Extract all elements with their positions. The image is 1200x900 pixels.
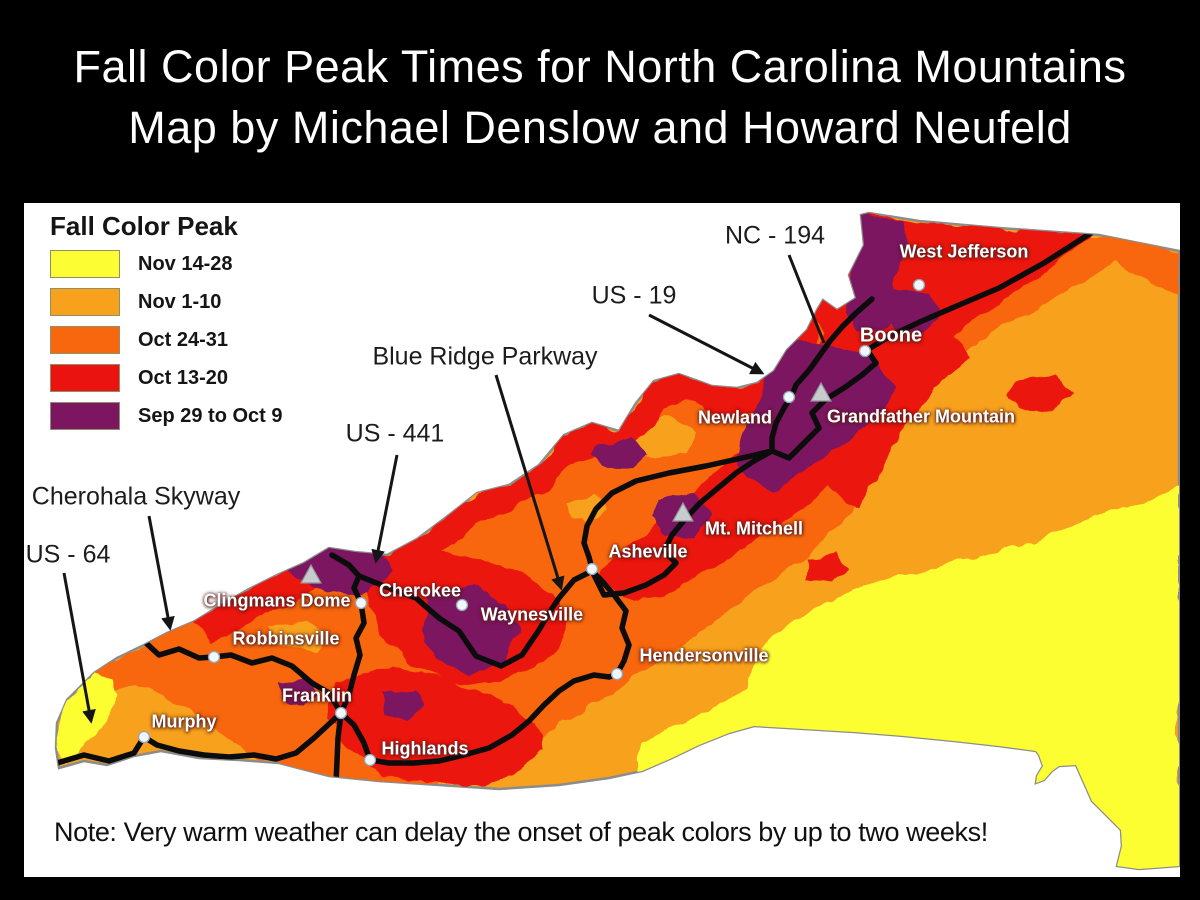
mountain-triangle-clingmans: [299, 563, 323, 584]
road-us-19: [581, 448, 775, 572]
road-label-us-64: US - 64: [25, 540, 111, 569]
orange-patch: [269, 618, 329, 651]
legend-item: Nov 1-10: [50, 288, 283, 316]
legend-swatch-sep-29-oct-9: [50, 402, 120, 430]
city-label-clingmans-dome: Clingmans Dome: [203, 590, 351, 611]
map-note: Note: Very warm weather can delay the on…: [54, 817, 988, 847]
city-label-franklin: Franklin: [281, 685, 353, 706]
legend-swatch-nov-1-10: [50, 288, 120, 316]
slide-title: Fall Color Peak Times for North Carolina…: [0, 36, 1200, 158]
legend-item: Oct 24-31: [50, 326, 283, 354]
map-panel: Fall Color Peak Nov 14-28 Nov 1-10 Oct 2…: [24, 203, 1180, 877]
road-us-64: [56, 568, 632, 766]
callout-line-us-441: [371, 454, 399, 564]
road-label-cherohala-skyway: Cherohala Skyway: [31, 482, 241, 511]
legend-item: Oct 13-20: [50, 364, 283, 392]
road-label-blue-ridge-parkway: Blue Ridge Parkway: [372, 342, 598, 371]
legend-swatch-oct-13-20: [50, 364, 120, 392]
legend-item: Sep 29 to Oct 9: [50, 402, 283, 430]
legend-item: Nov 14-28: [50, 250, 283, 278]
zone-sep29-oct9: [384, 688, 424, 721]
city-label-murphy: Murphy: [151, 711, 217, 732]
city-dot-newland: [782, 390, 796, 404]
zone-sep29-oct9: [886, 288, 939, 338]
city-dot-cherokee: [354, 596, 368, 610]
city-dot-boone: [858, 344, 872, 358]
city-dot-franklin: [334, 706, 348, 720]
callout-line-us-64: [62, 572, 96, 724]
city-dot-robbinsville: [207, 650, 221, 664]
city-label-cherokee: Cherokee: [378, 580, 462, 601]
road-franklin-south: [333, 710, 344, 786]
mountain-triangle-mt-mitchell: [671, 501, 695, 522]
callout-line-us-19: [648, 313, 765, 375]
road-label-us-441: US - 441: [345, 419, 445, 448]
road-cherohala-skyway: [143, 640, 344, 716]
legend-label: Sep 29 to Oct 9: [138, 404, 283, 427]
title-line-1: Fall Color Peak Times for North Carolina…: [73, 41, 1127, 92]
fall-color-map: [54, 211, 1180, 871]
legend: Fall Color Peak Nov 14-28 Nov 1-10 Oct 2…: [50, 211, 283, 440]
city-dot-hendersonville: [610, 667, 624, 681]
city-label-mt-mitchell: Mt. Mitchell: [705, 518, 803, 539]
city-label-hendersonville: Hendersonville: [639, 645, 769, 666]
zone-oct13-20: [1006, 375, 1072, 411]
legend-label: Oct 24-31: [138, 328, 229, 351]
city-dot-asheville: [585, 562, 599, 576]
city-dot-highlands: [363, 753, 377, 767]
road-label-us-19: US - 19: [591, 281, 677, 310]
callout-lines: [62, 254, 826, 724]
callout-line-blue-ridge-parkway: [494, 374, 565, 591]
zone-sep29-oct9: [592, 438, 649, 471]
road-label-nc-194: NC - 194: [724, 221, 826, 250]
title-line-2: Map by Michael Denslow and Howard Neufel…: [128, 102, 1072, 153]
callout-line-cherohala-skyway: [147, 515, 175, 631]
city-label-waynesville: Waynesville: [480, 604, 584, 625]
city-label-highlands: Highlands: [381, 738, 469, 759]
city-markers: [137, 278, 926, 767]
legend-label: Nov 14-28: [138, 252, 233, 275]
city-label-newland: Newland: [697, 407, 773, 428]
city-dot-murphy: [137, 730, 151, 744]
city-label-robbinsville: Robbinsville: [232, 628, 340, 649]
city-dot-waynesville: [455, 598, 469, 612]
city-label-grandfather-mountain: Grandfather Mountain: [827, 406, 1015, 427]
city-label-boone: Boone: [859, 324, 923, 347]
zone-oct13-20: [804, 553, 849, 583]
legend-title: Fall Color Peak: [50, 211, 238, 241]
zone-sep29-oct9: [422, 585, 519, 673]
city-label-asheville: Asheville: [608, 541, 688, 562]
city-dot-west-jefferson: [912, 278, 926, 292]
road-us-441: [329, 552, 367, 716]
legend-swatch-oct-24-31: [50, 326, 120, 354]
city-label-west-jefferson: West Jefferson: [899, 241, 1029, 262]
callout-line-nc-194: [787, 254, 826, 344]
mountain-markers: [299, 381, 833, 584]
road-nc-194: [769, 296, 875, 454]
legend-swatch-nov-14-28: [50, 250, 120, 278]
orange-patch: [564, 495, 606, 523]
zone-oct13-20: [329, 665, 544, 783]
legend-label: Oct 13-20: [138, 366, 229, 389]
zone-sep29-oct9: [279, 678, 319, 708]
legend-label: Nov 1-10: [138, 290, 222, 313]
mountain-triangle-grandfather: [809, 381, 833, 402]
